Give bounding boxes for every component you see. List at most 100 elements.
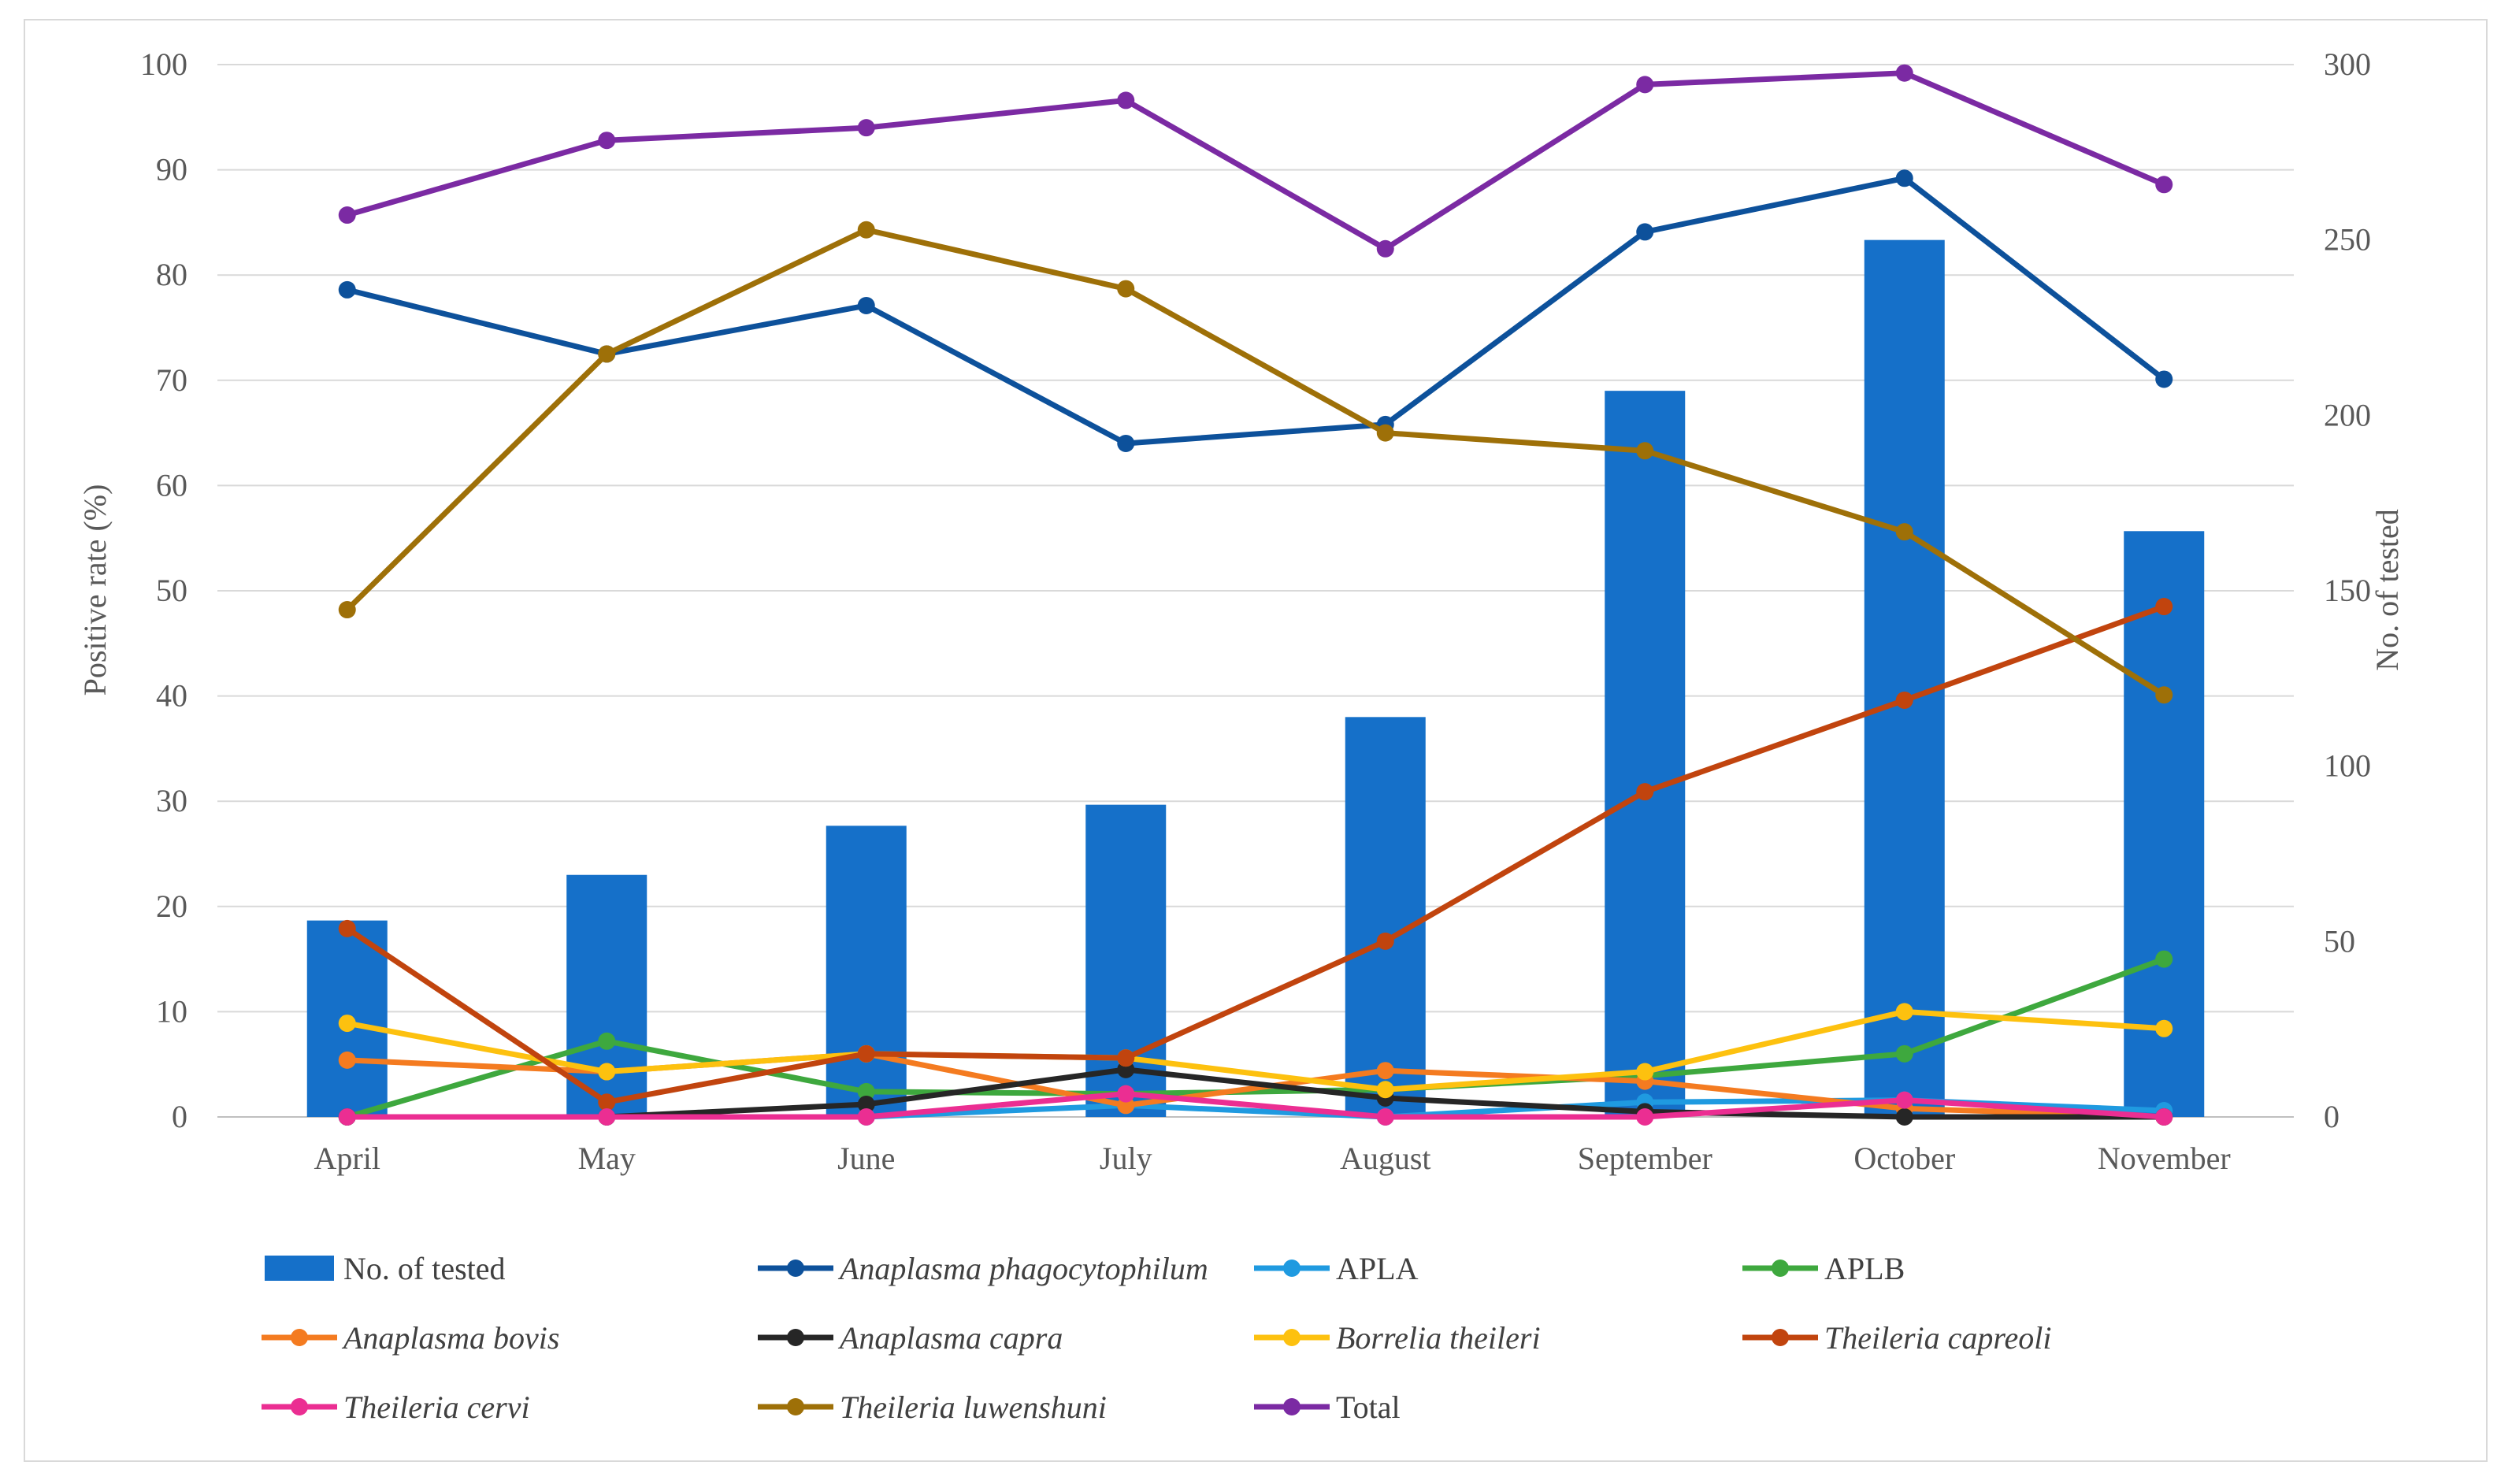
- right-axis-ticks: 0 50 100 150 200 250 300: [2324, 46, 2371, 1134]
- legend: No. of tested Anaplasma phagocytophilum AP…: [262, 1251, 2051, 1425]
- series-point: [338, 919, 356, 937]
- series-point: [598, 132, 616, 150]
- bar: [826, 825, 907, 1117]
- series-point: [338, 1015, 356, 1033]
- bar: [2124, 531, 2205, 1117]
- legend-item: APLB: [1742, 1251, 1905, 1286]
- chart: 0 10 20 30 40 50 60 70 80 90 100 0 50 100 150 200 250 30…: [77, 46, 2405, 1425]
- x-tick-label: May: [578, 1141, 636, 1176]
- series-point: [1895, 691, 1913, 709]
- legend-marker: [1772, 1329, 1789, 1346]
- legend-item: Total: [1254, 1389, 1401, 1425]
- legend-item: Anaplasma phagocytophilum: [758, 1251, 1208, 1286]
- x-tick-label: October: [1853, 1141, 1955, 1176]
- x-tick-label: June: [837, 1141, 895, 1176]
- series-point: [2155, 598, 2173, 616]
- left-tick-label: 60: [156, 467, 187, 503]
- x-tick-label: November: [2098, 1141, 2231, 1176]
- series-point: [1895, 64, 1913, 82]
- legend-label: Anaplasma bovis: [341, 1320, 559, 1356]
- legend-marker: [291, 1329, 308, 1346]
- x-tick-label: April: [314, 1141, 380, 1176]
- legend-marker: [1772, 1260, 1789, 1277]
- legend-marker: [787, 1260, 804, 1277]
- x-axis-ticks: April May June July August September October No…: [314, 1141, 2231, 1176]
- series-point: [1376, 1062, 1394, 1080]
- series-point: [1895, 1003, 1913, 1021]
- series-point: [598, 1063, 616, 1081]
- legend-marker: [787, 1329, 804, 1346]
- series-point: [1895, 1108, 1913, 1126]
- series-lines: [338, 64, 2173, 1126]
- legend-marker: [1283, 1398, 1301, 1415]
- series-point: [338, 601, 356, 619]
- series-point: [1376, 424, 1394, 442]
- left-tick-label: 70: [156, 362, 187, 398]
- legend-label: Anaplasma phagocytophilum: [837, 1251, 1208, 1286]
- series: [338, 64, 2173, 258]
- series-point: [598, 1032, 616, 1050]
- right-tick-label: 200: [2324, 397, 2371, 432]
- series-point: [1895, 169, 1913, 187]
- series-point: [1376, 239, 1394, 258]
- series-point: [2155, 950, 2173, 968]
- series-point: [857, 1082, 875, 1100]
- chart-frame: 0 10 20 30 40 50 60 70 80 90 100 0 50 100 150 200 250 30…: [24, 19, 2488, 1462]
- series-line: [346, 70, 2165, 252]
- right-tick-label: 250: [2324, 222, 2371, 258]
- legend-label: No. of tested: [343, 1251, 506, 1286]
- series-point: [598, 345, 616, 363]
- legend-marker: [1283, 1260, 1301, 1277]
- series: [338, 221, 2173, 704]
- left-tick-label: 50: [156, 573, 187, 608]
- legend-item: APLA: [1254, 1251, 1419, 1286]
- series-point: [1376, 932, 1394, 950]
- x-tick-label: August: [1340, 1141, 1431, 1176]
- series-point: [1636, 783, 1654, 801]
- series-point: [1117, 91, 1135, 109]
- left-tick-label: 0: [172, 1099, 187, 1134]
- left-tick-label: 90: [156, 152, 187, 187]
- legend-label: APLA: [1336, 1251, 1419, 1286]
- left-axis-ticks: 0 10 20 30 40 50 60 70 80 90 100: [140, 46, 187, 1134]
- series-point: [1117, 280, 1135, 298]
- series-line: [345, 603, 2165, 1105]
- series-point: [1636, 223, 1654, 241]
- series-point: [857, 296, 875, 314]
- left-tick-label: 20: [156, 889, 187, 924]
- series-point: [2155, 686, 2173, 704]
- left-tick-label: 30: [156, 783, 187, 818]
- legend-item: Theileria cervi: [262, 1389, 530, 1425]
- series-point: [857, 1044, 875, 1063]
- series-point: [1636, 1108, 1654, 1126]
- left-tick-label: 100: [140, 46, 187, 82]
- legend-label: Theileria cervi: [343, 1389, 530, 1425]
- series-point: [1376, 1108, 1394, 1126]
- legend-item: No. of tested: [265, 1251, 506, 1286]
- series-point: [857, 119, 875, 137]
- series-line: [347, 1008, 2165, 1093]
- legend-item: Anaplasma bovis: [262, 1320, 559, 1356]
- bar: [1605, 391, 1686, 1117]
- series-point: [1895, 1091, 1913, 1109]
- series-point: [1117, 434, 1135, 452]
- series-point: [2155, 1108, 2173, 1126]
- left-tick-label: 10: [156, 993, 187, 1029]
- legend-label: Total: [1336, 1389, 1401, 1425]
- series-line: [346, 175, 2166, 447]
- left-axis-title: Positive rate (%): [77, 484, 113, 696]
- legend-item: Anaplasma capra: [758, 1320, 1063, 1356]
- legend-label: Theileria capreoli: [1824, 1320, 2051, 1356]
- series-point: [1636, 442, 1654, 460]
- series-point: [598, 1093, 616, 1111]
- right-axis-title: No. of tested: [2369, 509, 2405, 671]
- bar: [1864, 239, 1945, 1118]
- legend-marker: [787, 1398, 804, 1415]
- series-point: [338, 280, 356, 299]
- legend-item: Theileria capreoli: [1742, 1320, 2051, 1356]
- legend-swatch: [265, 1256, 334, 1281]
- gridlines: [217, 64, 2294, 1118]
- series-point: [857, 221, 875, 239]
- series-line: [347, 1091, 2165, 1120]
- legend-marker: [291, 1398, 308, 1415]
